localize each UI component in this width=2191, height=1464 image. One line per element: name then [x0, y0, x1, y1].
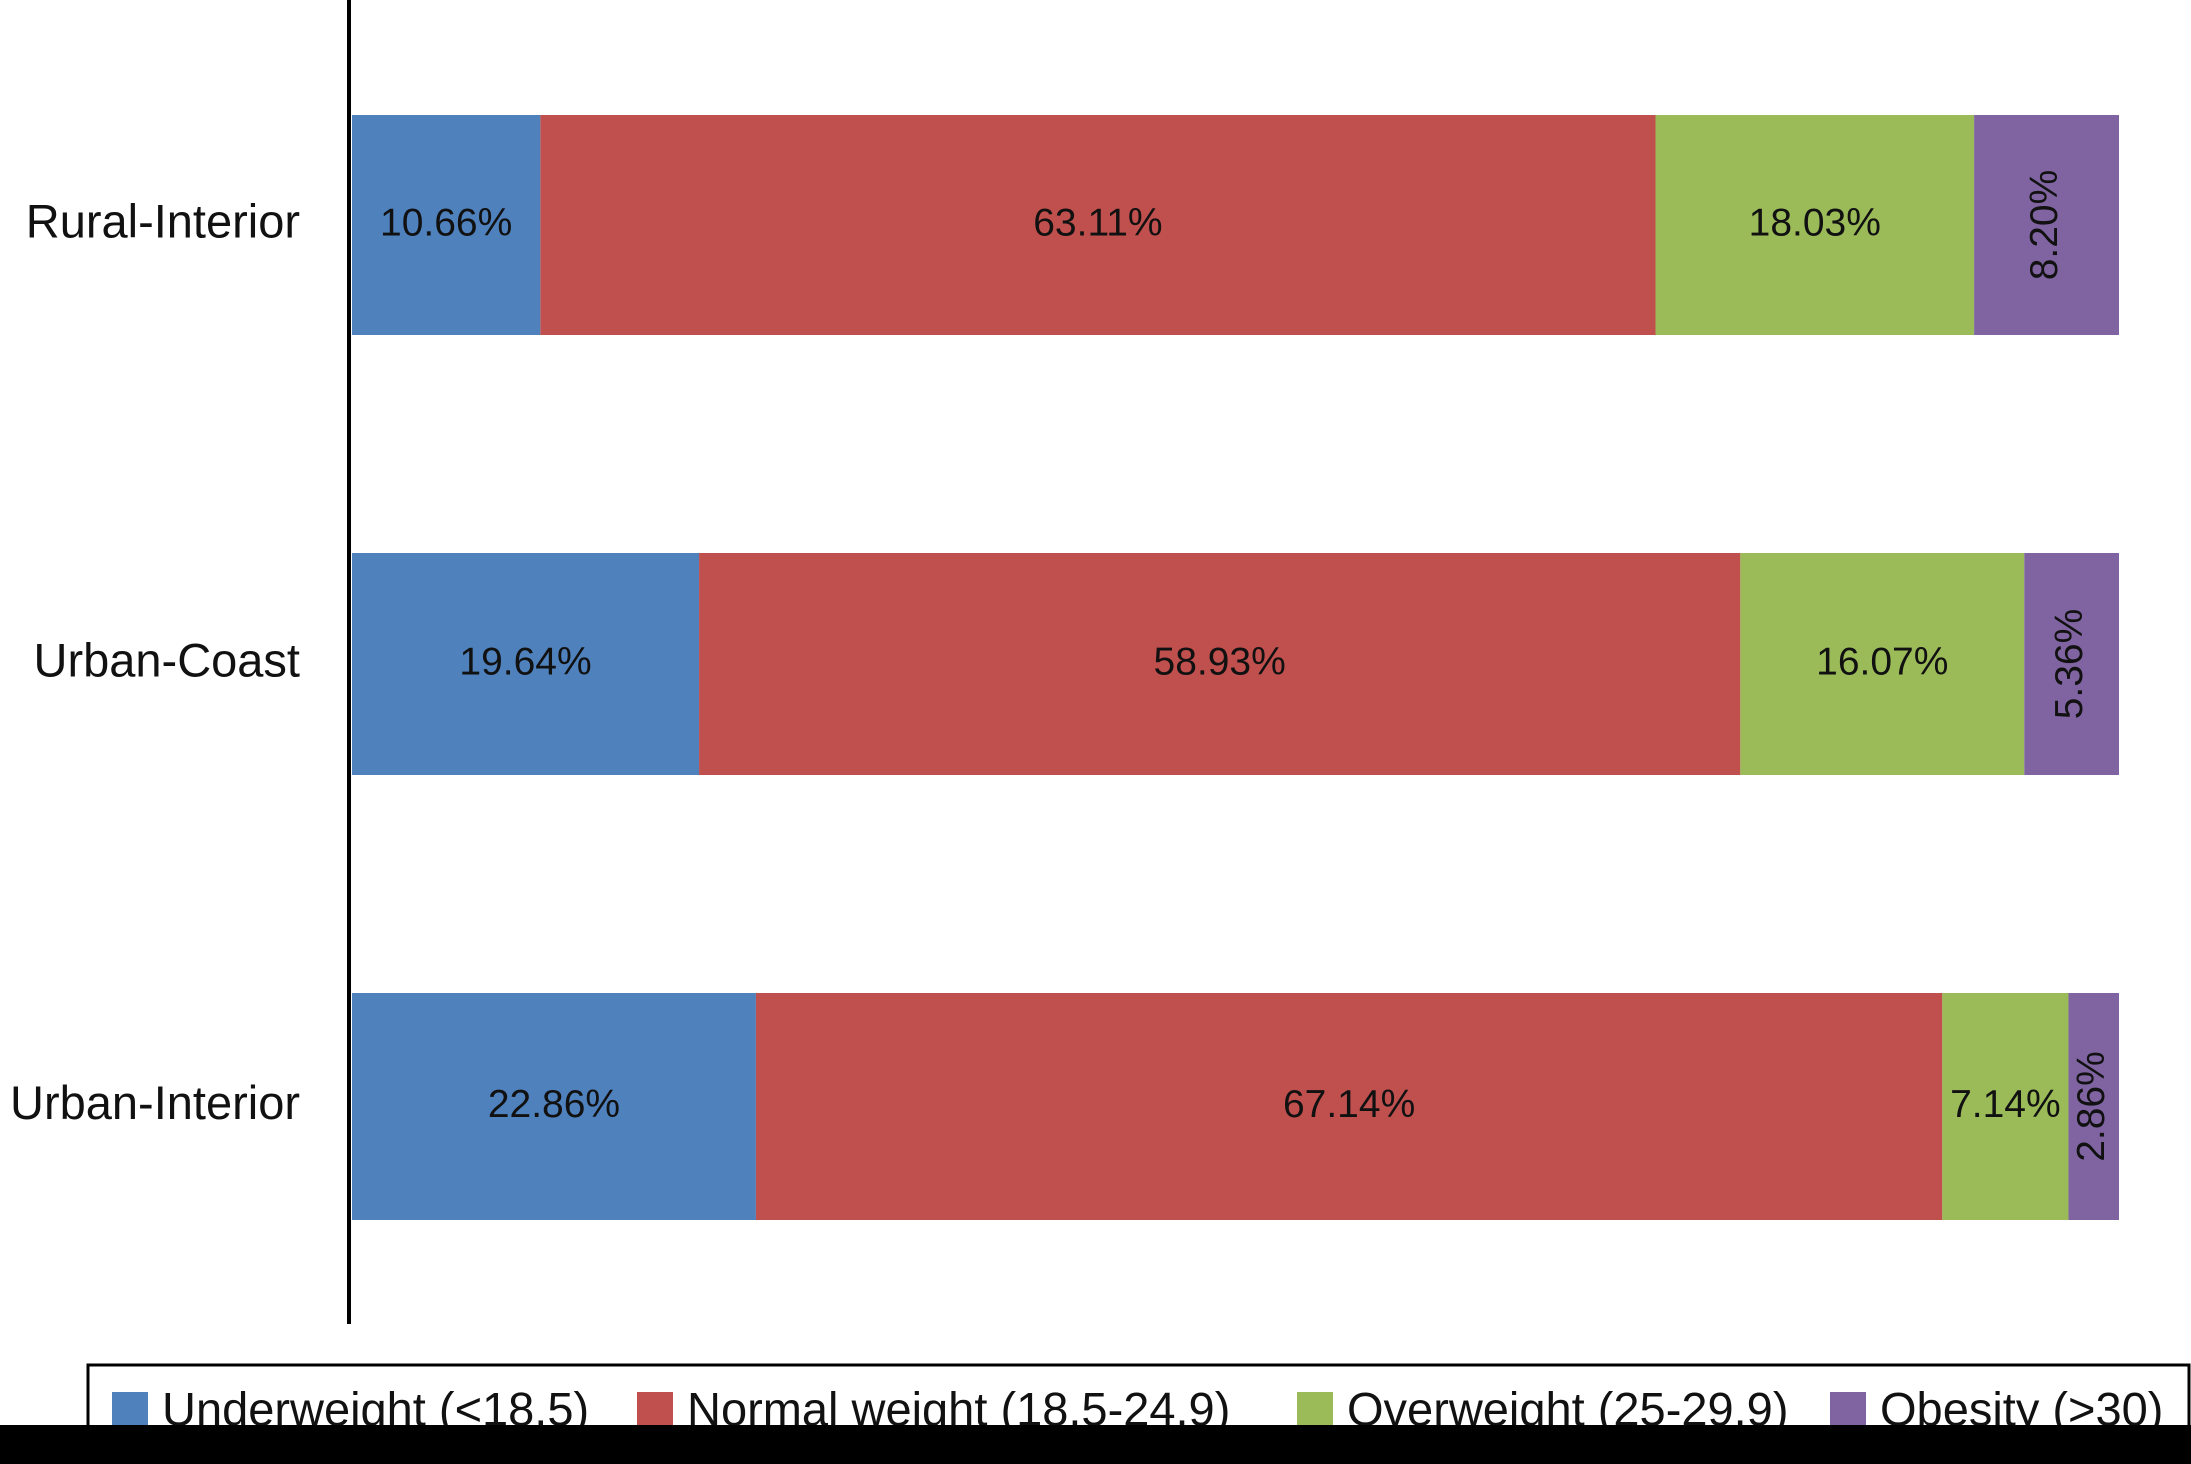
bar-segment — [540, 115, 1656, 335]
data-label: 5.36% — [2048, 609, 2091, 720]
data-label: 7.14% — [1950, 1083, 2061, 1126]
data-label: 63.11% — [1033, 201, 1162, 244]
data-label: 22.86% — [488, 1083, 620, 1126]
bar-segment — [352, 993, 756, 1220]
bar-segment — [755, 993, 1943, 1220]
data-label: 58.93% — [1154, 640, 1286, 683]
bottom-bar — [0, 1425, 2191, 1464]
bar-segment — [2024, 553, 2119, 775]
y-tick-label: Urban-Coast — [34, 633, 300, 686]
legend-swatch — [637, 1392, 673, 1428]
legend-swatch — [1297, 1392, 1333, 1428]
data-label: 10.66% — [380, 201, 512, 244]
data-label: 18.03% — [1749, 201, 1881, 244]
bar-segment — [1740, 553, 2025, 775]
bar-segment — [352, 115, 541, 335]
data-label: 2.86% — [2070, 1051, 2113, 1162]
data-label: 16.07% — [1816, 640, 1948, 683]
bar-segment — [2068, 993, 2119, 1220]
y-tick-label: Urban-Interior — [10, 1076, 300, 1129]
data-label: 67.14% — [1283, 1083, 1415, 1126]
legend-swatch — [1830, 1392, 1866, 1428]
bar-segment — [1942, 993, 2069, 1220]
bar-segment — [1974, 115, 2119, 335]
bar-segment — [352, 553, 700, 775]
bar-segment — [1655, 115, 1975, 335]
legend-swatch — [112, 1392, 148, 1428]
y-tick-label: Rural-Interior — [26, 194, 300, 247]
bar-segment — [699, 553, 1741, 775]
data-label: 8.20% — [2023, 170, 2066, 281]
data-label: 19.64% — [459, 640, 591, 683]
